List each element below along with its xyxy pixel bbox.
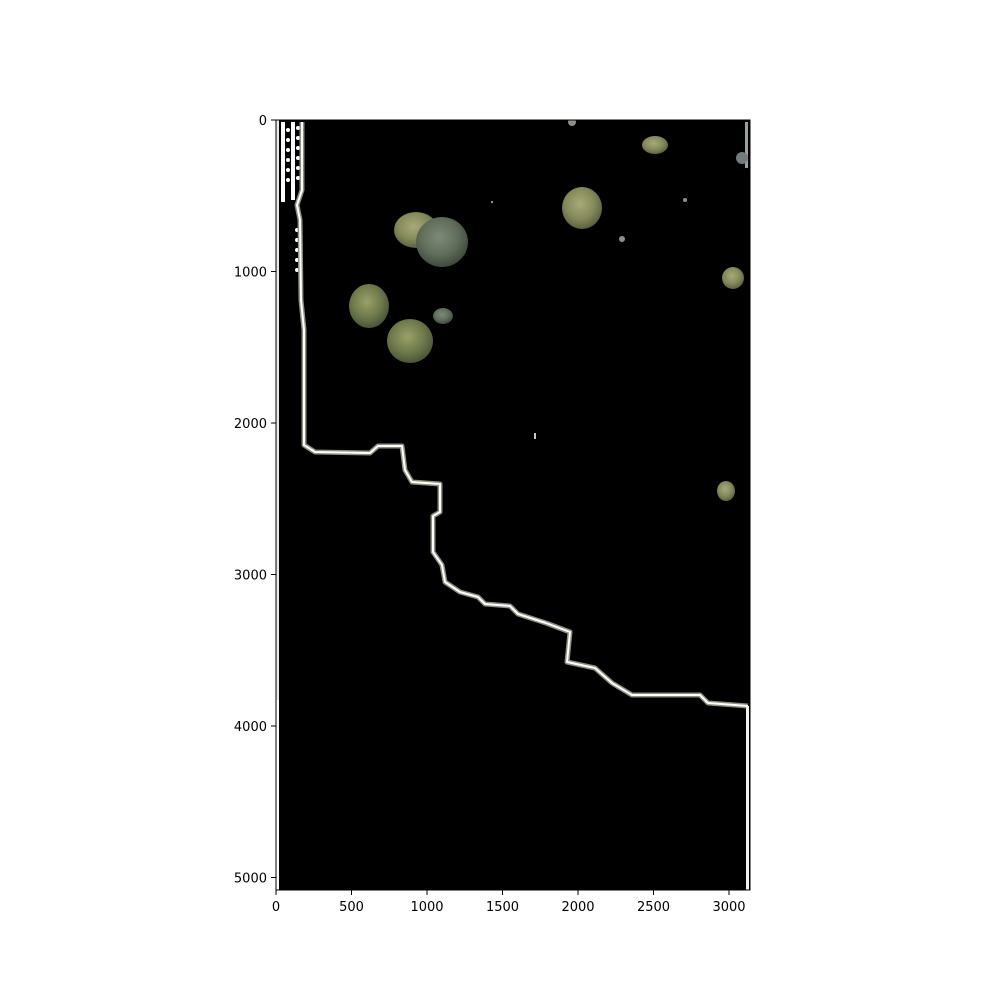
tree-canopy xyxy=(349,284,389,328)
bottom-left-strip xyxy=(276,700,279,890)
x-tick-label: 3000 xyxy=(712,900,745,915)
tree-canopy xyxy=(562,187,602,229)
right-edge-blob xyxy=(736,152,748,164)
axes-frame xyxy=(275,119,751,891)
small-speck xyxy=(683,198,687,202)
x-tick-label: 1000 xyxy=(410,900,443,915)
tree-canopy xyxy=(642,136,668,154)
right-edge-strip xyxy=(746,706,749,890)
boundary-line xyxy=(296,122,749,707)
x-tick-label: 2000 xyxy=(561,900,594,915)
y-tick-label: 5000 xyxy=(234,872,267,887)
tree-canopy xyxy=(717,481,735,501)
left-edge-strip xyxy=(276,120,279,890)
x-tick-label: 500 xyxy=(339,900,364,915)
x-tick-label: 0 xyxy=(272,900,280,915)
dotted-white-columns xyxy=(281,122,300,272)
tree-canopy xyxy=(416,217,468,267)
small-speck xyxy=(568,120,576,126)
small-speck xyxy=(534,433,536,439)
tree-canopies xyxy=(349,120,744,501)
x-tick-label: 2500 xyxy=(637,900,670,915)
raster-image xyxy=(276,120,750,890)
y-tick-label: 4000 xyxy=(234,720,267,735)
x-tick-label: 1500 xyxy=(486,900,519,915)
image-background xyxy=(276,120,750,890)
y-tick-label: 1000 xyxy=(234,266,267,281)
y-tick-label: 2000 xyxy=(234,417,267,432)
x-axis: 0 500 1000 1500 2000 2500 3000 xyxy=(272,890,746,915)
y-tick-label: 3000 xyxy=(234,569,267,584)
right-edge-top xyxy=(745,122,748,168)
tree-canopy xyxy=(433,308,453,324)
tree-canopy xyxy=(722,267,744,289)
small-speck xyxy=(619,236,625,242)
small-speck xyxy=(491,201,493,203)
tree-canopy xyxy=(387,319,433,363)
y-tick-label: 0 xyxy=(259,114,267,129)
y-axis: 0 1000 2000 3000 4000 5000 xyxy=(234,114,276,887)
